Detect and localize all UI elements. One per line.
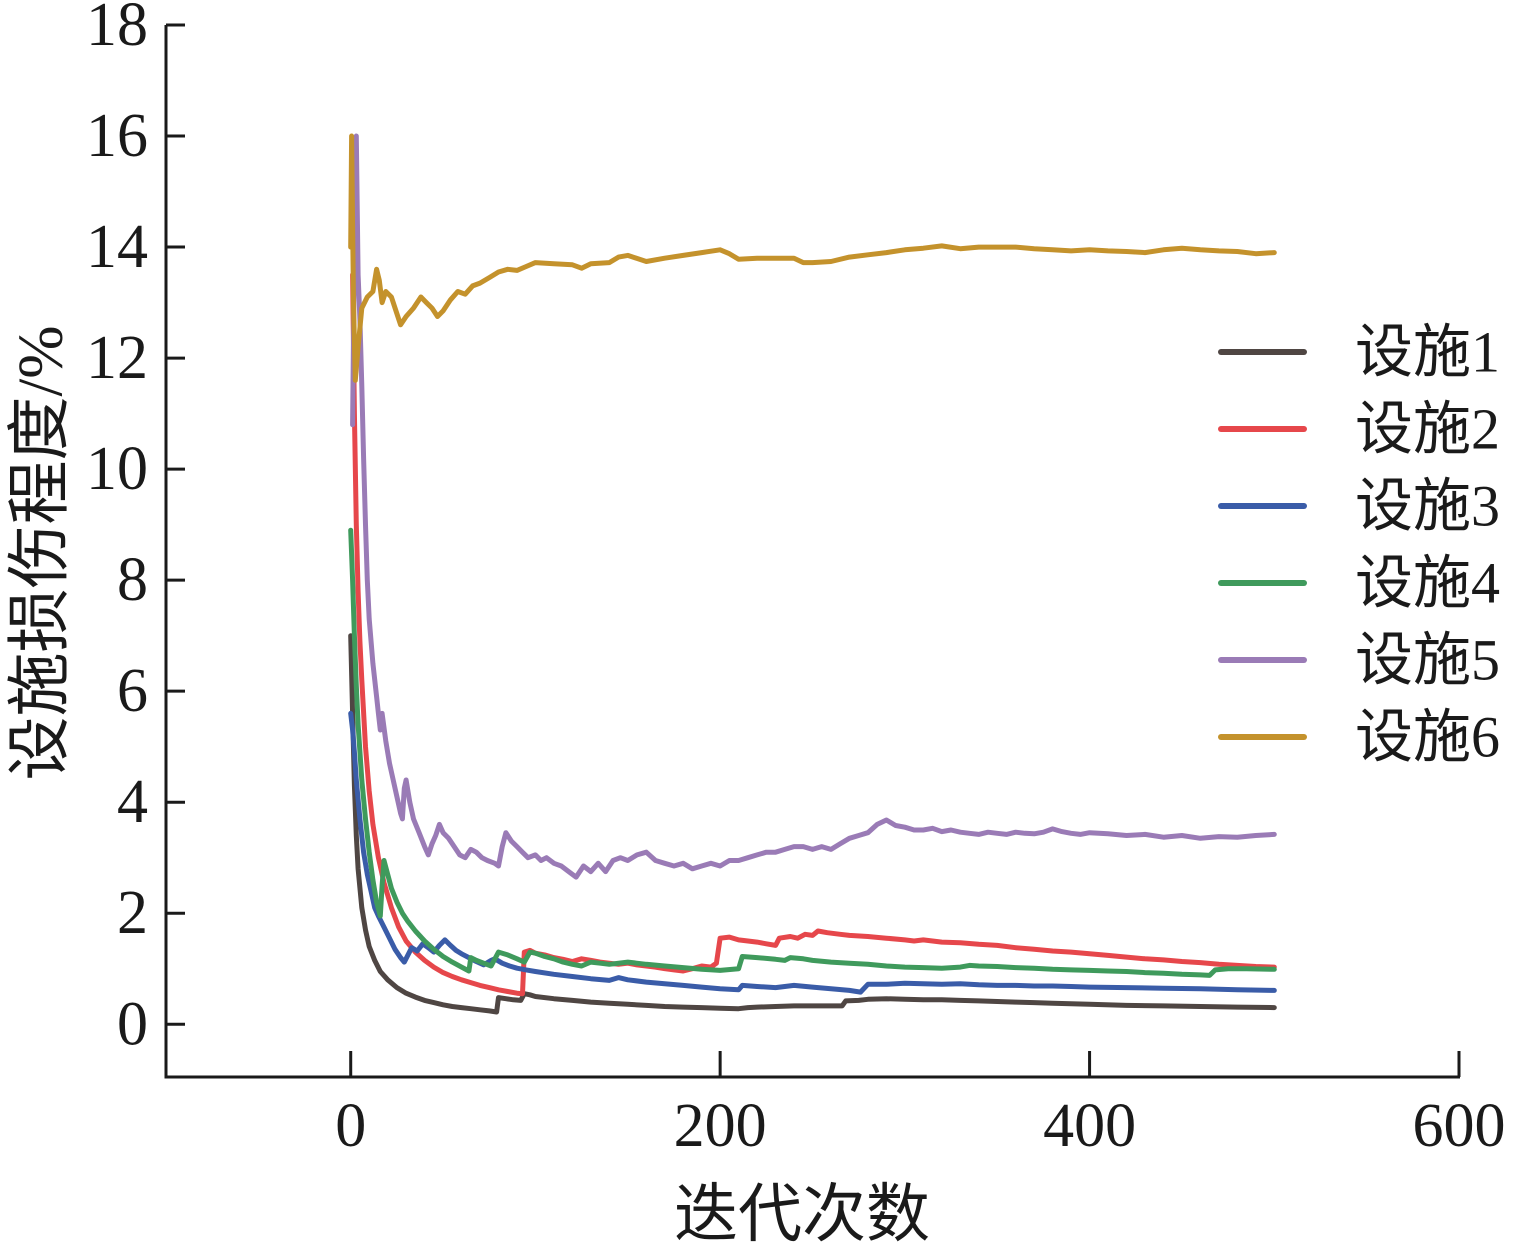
series-line-2: [350, 272, 1277, 997]
legend-label: 设施5: [1355, 628, 1500, 693]
x-tick-label: 200: [674, 1092, 767, 1160]
y-tick-label: 12: [86, 324, 148, 392]
y-tick-label: 4: [117, 768, 148, 836]
legend-label: 设施4: [1355, 551, 1500, 616]
y-tick-label: 18: [86, 0, 148, 59]
series-line-5: [350, 133, 1277, 880]
legend: 设施1 设施2 设施3 设施4 设施5 设施6: [1218, 320, 1500, 770]
legend-item-1: 设施1: [1218, 320, 1500, 385]
legend-item-2: 设施2: [1218, 397, 1500, 462]
legend-item-5: 设施5: [1218, 628, 1500, 693]
legend-label: 设施6: [1355, 705, 1500, 770]
y-tick-label: 8: [117, 546, 148, 614]
plot-series: [348, 133, 1277, 1015]
legend-label: 设施1: [1355, 320, 1500, 385]
x-tick-label: 0: [335, 1092, 366, 1160]
x-ticks: 0 200 400 600: [335, 1051, 1506, 1160]
y-ticks: 0 2 4 6 8 10 12 14 16 18: [86, 0, 185, 1058]
series-line-6: [348, 133, 1277, 383]
y-tick-label: 10: [86, 435, 148, 503]
legend-item-6: 设施6: [1218, 705, 1500, 770]
legend-label: 设施2: [1355, 397, 1500, 462]
y-tick-label: 6: [117, 657, 148, 725]
x-axis-label: 迭代次数: [674, 1179, 930, 1249]
series-line-1: [348, 633, 1277, 1015]
series-line-4: [348, 527, 1277, 978]
y-tick-label: 2: [117, 879, 148, 947]
legend-item-4: 设施4: [1218, 551, 1500, 616]
y-tick-label: 0: [117, 990, 148, 1058]
y-tick-label: 16: [86, 102, 148, 170]
legend-item-3: 设施3: [1218, 474, 1500, 539]
series-line-3: [348, 710, 1277, 995]
y-tick-label: 14: [86, 213, 148, 281]
y-axis-label: 设施损伤程度/%: [5, 325, 76, 780]
legend-label: 设施3: [1355, 474, 1500, 539]
x-tick-label: 600: [1413, 1092, 1506, 1160]
x-tick-label: 400: [1043, 1092, 1136, 1160]
